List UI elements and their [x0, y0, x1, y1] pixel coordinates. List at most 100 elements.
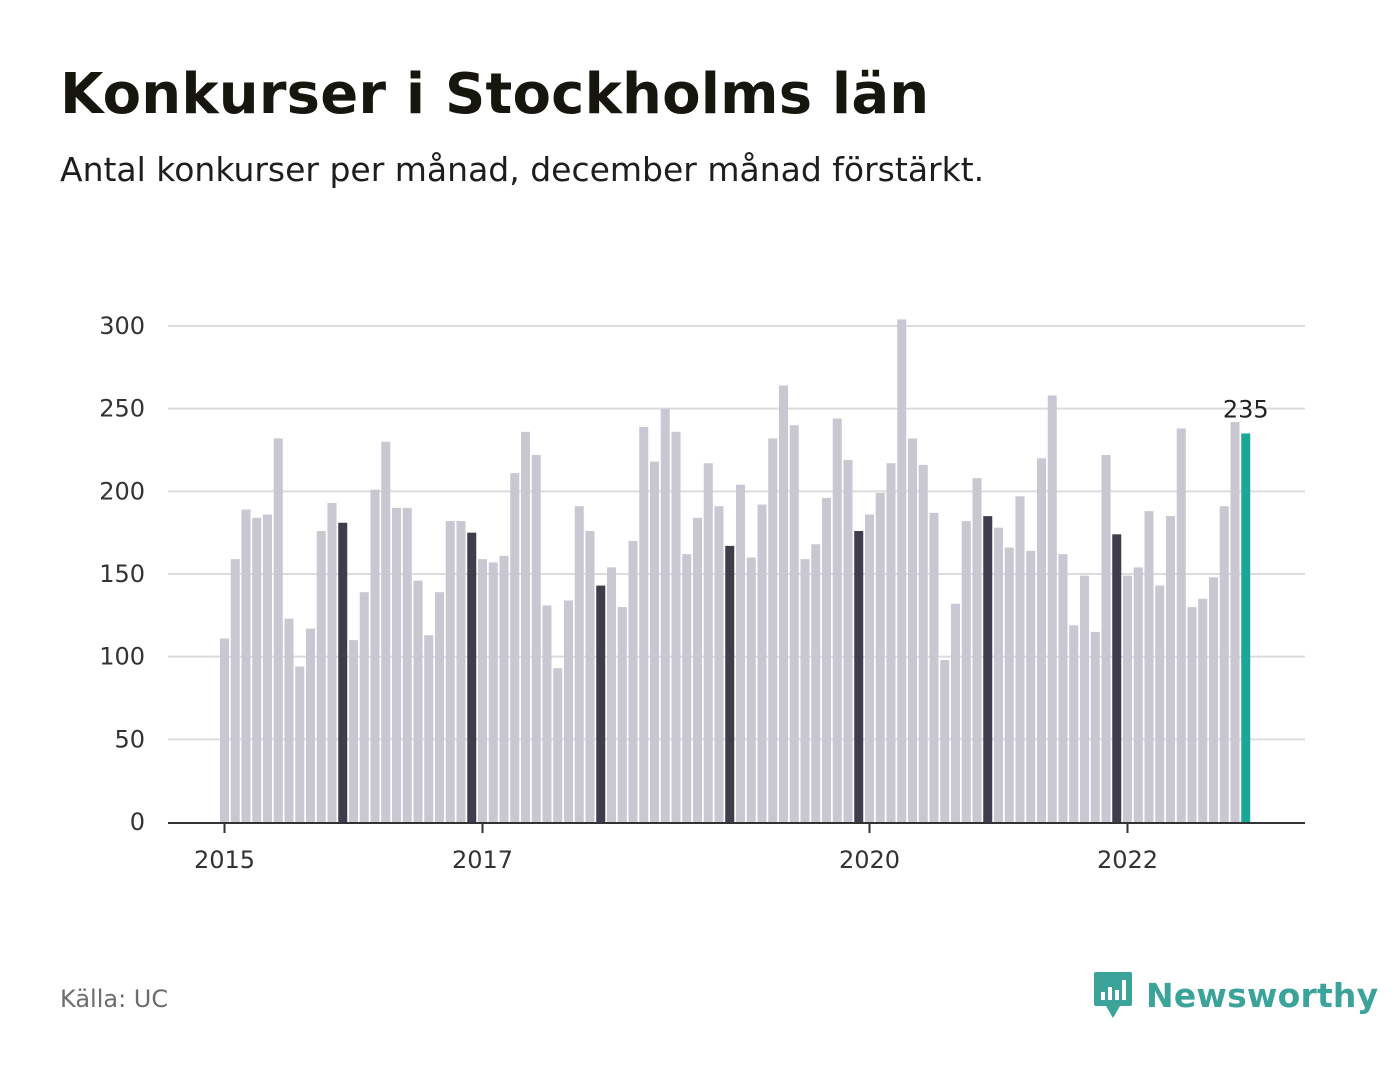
bar	[499, 555, 509, 822]
bar	[349, 640, 358, 822]
bar	[660, 408, 670, 822]
bar	[273, 438, 283, 822]
bar	[768, 438, 778, 822]
chart-title: Konkurser i Stockholms län	[60, 62, 930, 127]
bar	[1058, 554, 1068, 822]
bar	[284, 618, 294, 822]
bar	[961, 521, 971, 822]
bar	[1037, 458, 1046, 822]
newsworthy-logo[interactable]: Newsworthy	[1092, 970, 1378, 1020]
bar	[671, 431, 681, 822]
bar	[811, 544, 821, 822]
bar	[531, 454, 541, 822]
y-tick-label: 50	[114, 725, 145, 753]
newsworthy-logo-icon	[1094, 972, 1132, 1018]
bar	[1123, 575, 1132, 822]
labels: 0 50 100 150 200 250 300 2015 2017 2020 2022 235	[99, 312, 1268, 874]
bar	[252, 517, 262, 822]
bar	[800, 559, 810, 822]
bar	[639, 426, 649, 822]
bar	[241, 509, 251, 822]
bar	[1166, 516, 1175, 822]
bar	[1155, 585, 1165, 822]
bar	[456, 521, 466, 822]
y-tick-label: 150	[99, 560, 145, 588]
bar	[1101, 454, 1111, 822]
y-tick-label: 0	[130, 808, 145, 836]
bar	[628, 540, 638, 822]
bar	[1176, 428, 1186, 822]
y-tick-label: 250	[99, 395, 145, 423]
bar	[478, 559, 487, 822]
bar	[359, 592, 369, 822]
bar	[832, 418, 842, 822]
bar	[918, 464, 928, 822]
bar	[553, 668, 563, 822]
bar	[564, 600, 573, 822]
bar	[381, 441, 391, 822]
bar	[757, 504, 767, 822]
bar	[1004, 547, 1014, 822]
last-value-label: 235	[1223, 395, 1269, 423]
y-tick-label: 300	[99, 312, 145, 340]
bar	[1209, 577, 1218, 822]
bar	[306, 628, 315, 822]
bar	[424, 635, 434, 822]
bar	[886, 463, 896, 822]
bar	[1219, 506, 1229, 822]
bar	[854, 531, 864, 822]
bar	[542, 605, 552, 822]
bar	[1112, 534, 1122, 822]
bar	[1026, 550, 1036, 822]
bar	[1144, 511, 1154, 822]
bar	[435, 592, 444, 822]
bar	[230, 559, 240, 822]
bar	[951, 603, 960, 822]
bar	[585, 531, 595, 822]
y-tick-label: 100	[99, 643, 145, 671]
bar-chart: 0 50 100 150 200 250 300 2015 2017 2020 2022 235	[99, 312, 1305, 874]
bar	[714, 506, 724, 822]
bar	[370, 489, 380, 822]
bar	[467, 532, 477, 822]
bar	[392, 507, 401, 822]
bar	[725, 545, 735, 822]
bar	[607, 567, 616, 822]
bar	[574, 506, 584, 822]
bar	[908, 438, 917, 822]
x-tick-label: 2017	[452, 846, 513, 874]
bar	[488, 562, 498, 822]
bar	[1080, 575, 1089, 822]
bar	[617, 607, 627, 822]
bar	[822, 497, 831, 822]
x-tick-label: 2015	[194, 846, 255, 874]
bar	[1198, 598, 1208, 822]
bar	[929, 512, 939, 822]
bar	[521, 431, 530, 822]
bar	[897, 319, 907, 822]
bar	[295, 666, 305, 822]
bar	[338, 522, 348, 822]
bar	[983, 516, 993, 822]
bar	[596, 585, 606, 822]
bar	[940, 659, 950, 822]
source-note: Källa: UC	[60, 985, 169, 1013]
bar	[1133, 567, 1143, 822]
bar	[316, 531, 326, 822]
bars	[220, 319, 1251, 822]
x-tick-label: 2022	[1097, 846, 1158, 874]
bar	[402, 507, 412, 822]
bar	[1015, 496, 1025, 822]
bar	[994, 527, 1003, 822]
axes	[168, 822, 1305, 833]
bar	[327, 502, 337, 822]
bar	[779, 385, 788, 822]
bar	[736, 484, 745, 822]
bar	[220, 638, 229, 822]
bar	[789, 425, 799, 822]
x-tick-label: 2020	[839, 846, 900, 874]
newsworthy-logo-text: Newsworthy	[1146, 975, 1379, 1015]
bar	[746, 557, 756, 822]
bar	[650, 461, 659, 822]
bar	[263, 514, 272, 822]
